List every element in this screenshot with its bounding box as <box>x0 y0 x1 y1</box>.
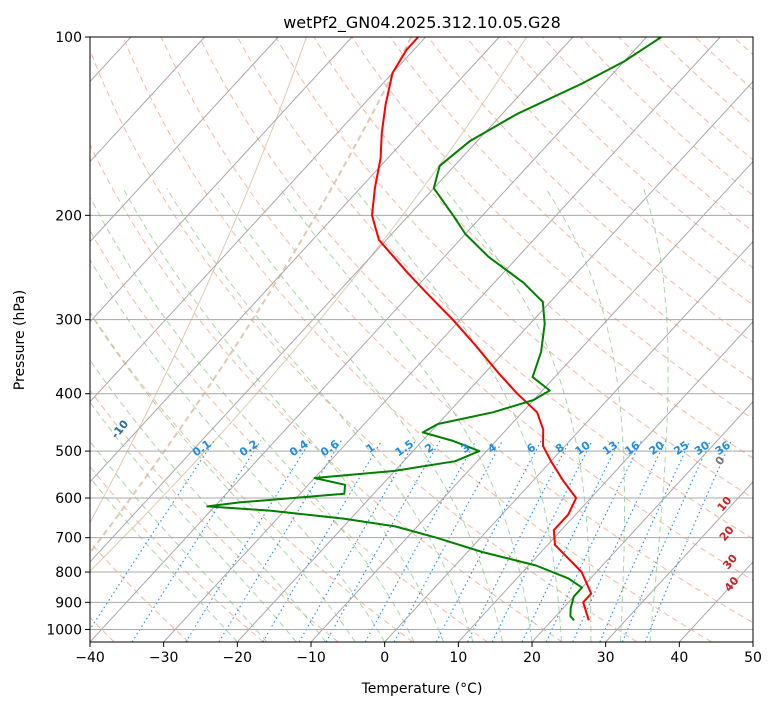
humidity-curve <box>90 37 307 524</box>
isotherm <box>90 37 500 483</box>
mixing-ratio-lines <box>90 440 732 642</box>
moist-adiabat <box>90 477 238 642</box>
humidity-curves <box>90 37 528 572</box>
plot-frame <box>89 36 754 643</box>
mixing-ratio-line <box>435 440 542 642</box>
dry-adiabat <box>389 37 753 381</box>
mixing-ratio-line <box>545 440 642 642</box>
mixing-ratio-line <box>325 440 441 642</box>
x-tick-label: 50 <box>744 650 762 666</box>
dry-adiabat <box>90 541 190 642</box>
x-tick-label: 40 <box>670 650 688 666</box>
moist-adiabat <box>643 188 669 642</box>
y-tick-label: 700 <box>55 531 82 547</box>
moist-adiabat <box>90 359 327 642</box>
temperature-profile <box>371 37 593 621</box>
y-tick-label: 100 <box>55 30 82 46</box>
dry-adiabat <box>90 465 264 642</box>
moist-adiabats <box>90 187 669 642</box>
isotherm <box>90 37 426 403</box>
dry-adiabat <box>351 37 753 420</box>
mixing-ratio-line <box>218 440 342 642</box>
moist-adiabat <box>122 187 445 642</box>
y-tick-label: 1000 <box>46 622 82 638</box>
mixing-ratio-line <box>262 440 383 642</box>
isotherm <box>531 401 753 642</box>
x-tick-label: 0 <box>380 650 389 666</box>
y-tick-label: 900 <box>55 595 82 611</box>
x-tick-label: 30 <box>597 650 615 666</box>
humidity-curve <box>90 37 413 555</box>
moist-adiabat <box>217 187 503 642</box>
mixing-ratio-line <box>185 440 312 642</box>
moist-adiabat <box>166 187 474 642</box>
dry-adiabat <box>122 37 712 642</box>
mixing-ratio-line <box>521 440 620 642</box>
isotherms <box>90 37 753 642</box>
x-tick-label: −10 <box>296 650 326 666</box>
sounding-profiles <box>206 37 662 621</box>
moist-adiabat <box>90 440 268 642</box>
y-tick-label: 400 <box>55 387 82 403</box>
dry-adiabat <box>198 37 753 581</box>
isotherm <box>90 37 205 163</box>
mixing-ratio-line <box>90 440 215 631</box>
dry-adiabat <box>237 37 753 540</box>
x-axis-label: Temperature (°C) <box>361 681 483 697</box>
isobar-gridlines <box>90 37 753 630</box>
isotherm <box>310 160 753 642</box>
y-axis-ticks: 1000 900 800 700 600 500 400 300 200 100 <box>46 30 90 638</box>
dry-adiabat <box>275 37 753 499</box>
dry-adiabat <box>90 229 488 642</box>
y-tick-label: 300 <box>55 313 82 329</box>
isotherm <box>90 37 574 563</box>
mixing-ratio-line <box>467 440 571 642</box>
dry-adiabat <box>427 37 753 343</box>
dry-adiabats <box>90 37 753 642</box>
moist-adiabat <box>279 187 533 642</box>
x-tick-label: 20 <box>523 650 541 666</box>
mixing-ratio-line <box>364 440 477 642</box>
isotherm <box>163 37 721 642</box>
dry-adiabat <box>90 48 638 642</box>
isotherm <box>90 37 279 243</box>
isotherm <box>605 481 753 642</box>
moist-adiabat <box>90 196 415 642</box>
y-tick-label: 500 <box>55 444 82 460</box>
isotherm <box>457 320 753 642</box>
y-tick-label: 800 <box>55 565 82 581</box>
moist-adiabat <box>90 312 356 642</box>
isotherm <box>90 37 647 642</box>
mixing-ratio-line <box>298 440 416 642</box>
moist-adiabat <box>90 258 386 642</box>
y-axis-label: Pressure (hPa) <box>12 290 28 390</box>
moist-adiabat <box>90 401 297 642</box>
x-tick-label: 10 <box>449 650 467 666</box>
chart-title: wetPf2_GN04.2025.312.10.05.G28 <box>283 13 561 33</box>
x-tick-label: −40 <box>75 650 105 666</box>
dry-adiabat <box>160 37 753 624</box>
dewpoint-profile <box>206 37 662 621</box>
x-tick-label: −20 <box>223 650 253 666</box>
humidity-curve <box>90 37 528 572</box>
x-axis-ticks: −40 −30 −20 −10 0 10 20 30 40 50 <box>75 642 762 666</box>
isotherm <box>384 240 753 642</box>
y-tick-label: 600 <box>55 491 82 507</box>
moist-adiabat <box>545 187 625 642</box>
plot-area: -100-90-80-70-60-50-40-30-20-10010203040… <box>90 37 753 642</box>
isotherm <box>236 80 753 642</box>
y-tick-label: 200 <box>55 208 82 224</box>
mixing-ratio-line <box>491 440 593 642</box>
dry-adiabat <box>90 143 563 642</box>
isotherm <box>90 37 353 323</box>
x-tick-label: −30 <box>149 650 179 666</box>
